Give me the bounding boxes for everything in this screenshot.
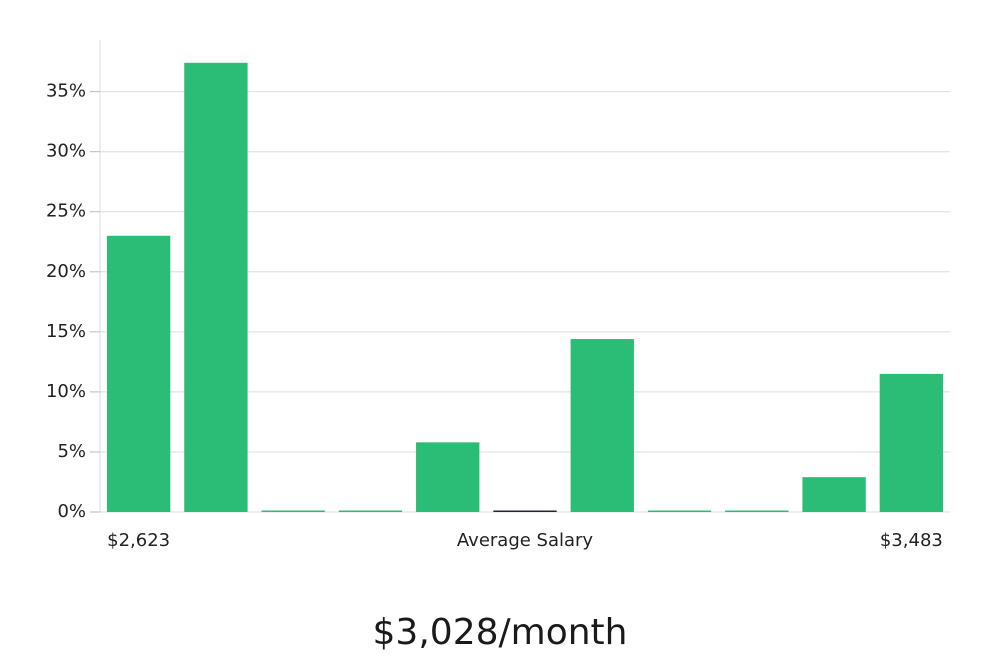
bar	[184, 62, 248, 513]
bar	[338, 510, 403, 512]
x-axis-label: Average Salary	[457, 530, 594, 551]
average-salary: $3,028/month	[373, 612, 628, 653]
y-tick-label: 30%	[46, 141, 86, 162]
bar	[647, 510, 712, 512]
bar	[493, 510, 557, 512]
bar	[416, 442, 480, 512]
y-tick-label: 20%	[46, 261, 86, 282]
x-tick-label: $3,483	[880, 530, 943, 551]
bar	[106, 235, 171, 512]
bar	[879, 373, 944, 512]
bar	[261, 510, 325, 512]
y-tick-label: 10%	[46, 381, 86, 402]
y-tick-label: 25%	[46, 201, 86, 222]
y-tick-label: 15%	[46, 321, 86, 342]
bar	[802, 477, 866, 512]
x-tick-label: $2,623	[107, 530, 170, 551]
bar	[570, 339, 634, 512]
y-tick-label: 0%	[57, 501, 86, 522]
y-tick-label: 5%	[57, 441, 86, 462]
y-tick-label: 35%	[46, 81, 86, 102]
bar	[725, 510, 789, 512]
